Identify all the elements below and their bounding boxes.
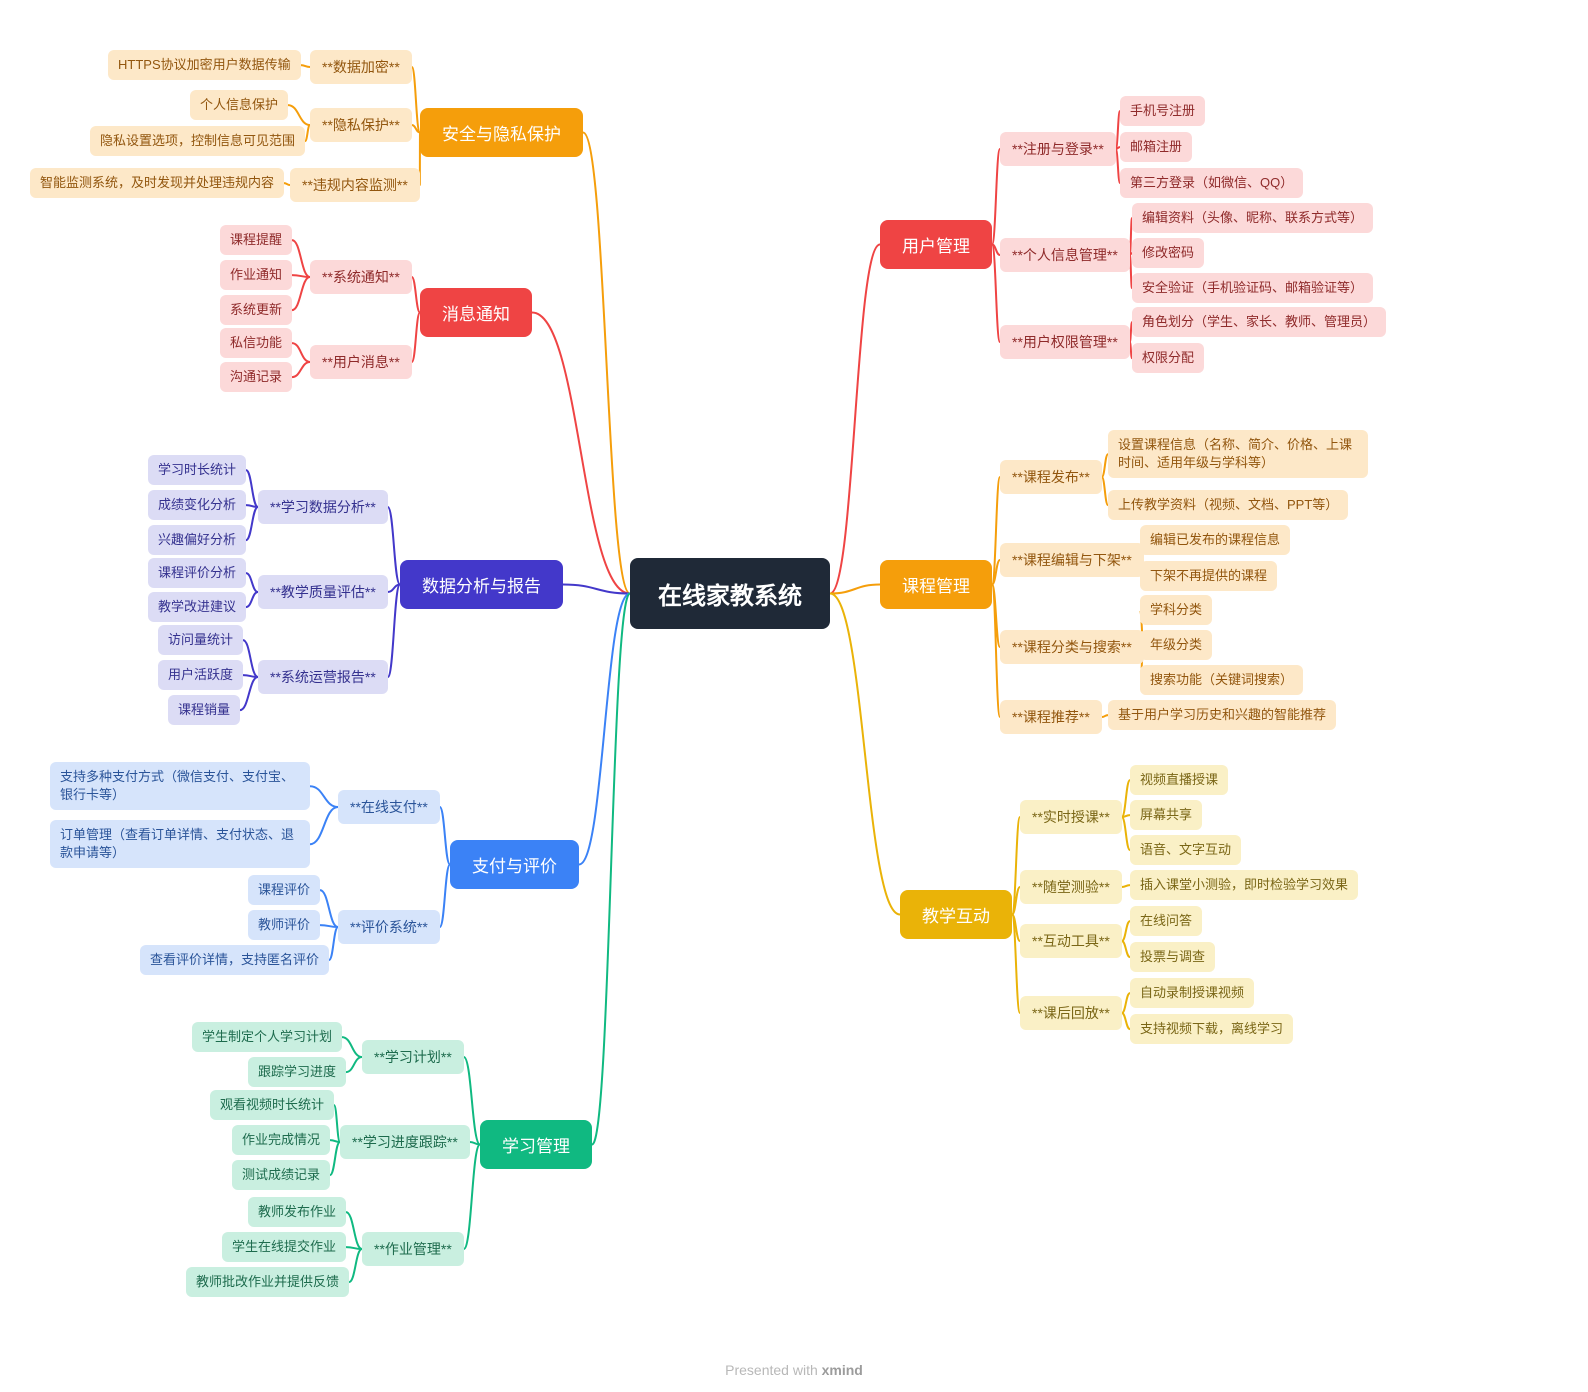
leaf-user-2-0: 角色划分（学生、家长、教师、管理员） bbox=[1132, 307, 1386, 337]
sub-teach-2: **互动工具** bbox=[1020, 924, 1122, 958]
leaf-learn-2-2: 教师批改作业并提供反馈 bbox=[186, 1267, 349, 1297]
sub-sec-1: **隐私保护** bbox=[310, 108, 412, 142]
leaf-teach-0-1: 屏幕共享 bbox=[1130, 800, 1202, 830]
sub-user-1: **个人信息管理** bbox=[1000, 238, 1130, 272]
sub-course-2: **课程分类与搜索** bbox=[1000, 630, 1144, 664]
branch-sec: 安全与隐私保护 bbox=[420, 108, 583, 157]
leaf-data-1-0: 课程评价分析 bbox=[148, 558, 246, 588]
sub-teach-1: **随堂测验** bbox=[1020, 870, 1122, 904]
leaf-course-2-2: 搜索功能（关键词搜索） bbox=[1140, 665, 1303, 695]
sub-course-0: **课程发布** bbox=[1000, 460, 1102, 494]
leaf-teach-3-0: 自动录制授课视频 bbox=[1130, 978, 1254, 1008]
sub-sec-0: **数据加密** bbox=[310, 50, 412, 84]
leaf-data-2-2: 课程销量 bbox=[168, 695, 240, 725]
sub-user-0: **注册与登录** bbox=[1000, 132, 1116, 166]
sub-msg-0: **系统通知** bbox=[310, 260, 412, 294]
leaf-msg-0-2: 系统更新 bbox=[220, 295, 292, 325]
leaf-course-1-1: 下架不再提供的课程 bbox=[1140, 561, 1277, 591]
leaf-course-0-1: 上传教学资料（视频、文档、PPT等） bbox=[1108, 490, 1348, 520]
leaf-learn-0-0: 学生制定个人学习计划 bbox=[192, 1022, 342, 1052]
sub-data-1: **教学质量评估** bbox=[258, 575, 388, 609]
leaf-learn-2-0: 教师发布作业 bbox=[248, 1197, 346, 1227]
leaf-data-2-1: 用户活跃度 bbox=[158, 660, 243, 690]
leaf-teach-0-2: 语音、文字互动 bbox=[1130, 835, 1241, 865]
sub-teach-0: **实时授课** bbox=[1020, 800, 1122, 834]
sub-learn-0: **学习计划** bbox=[362, 1040, 464, 1074]
leaf-teach-0-0: 视频直播授课 bbox=[1130, 765, 1228, 795]
leaf-course-0-0: 设置课程信息（名称、简介、价格、上课时间、适用年级与学科等） bbox=[1108, 430, 1368, 478]
leaf-learn-2-1: 学生在线提交作业 bbox=[222, 1232, 346, 1262]
leaf-teach-2-1: 投票与调查 bbox=[1130, 942, 1215, 972]
leaf-learn-1-0: 观看视频时长统计 bbox=[210, 1090, 334, 1120]
leaf-msg-0-1: 作业通知 bbox=[220, 260, 292, 290]
branch-pay: 支付与评价 bbox=[450, 840, 579, 889]
sub-data-0: **学习数据分析** bbox=[258, 490, 388, 524]
sub-pay-1: **评价系统** bbox=[338, 910, 440, 944]
leaf-sec-2-0: 智能监测系统，及时发现并处理违规内容 bbox=[30, 168, 284, 198]
leaf-msg-1-0: 私信功能 bbox=[220, 328, 292, 358]
leaf-user-1-0: 编辑资料（头像、昵称、联系方式等） bbox=[1132, 203, 1373, 233]
sub-course-3: **课程推荐** bbox=[1000, 700, 1102, 734]
leaf-data-0-2: 兴趣偏好分析 bbox=[148, 525, 246, 555]
sub-msg-1: **用户消息** bbox=[310, 345, 412, 379]
leaf-msg-1-1: 沟通记录 bbox=[220, 362, 292, 392]
leaf-pay-0-0: 支持多种支付方式（微信支付、支付宝、银行卡等） bbox=[50, 762, 310, 810]
leaf-pay-1-2: 查看评价详情，支持匿名评价 bbox=[140, 945, 329, 975]
leaf-teach-1-0: 插入课堂小测验，即时检验学习效果 bbox=[1130, 870, 1358, 900]
leaf-data-0-0: 学习时长统计 bbox=[148, 455, 246, 485]
sub-data-2: **系统运营报告** bbox=[258, 660, 388, 694]
leaf-course-2-1: 年级分类 bbox=[1140, 630, 1212, 660]
leaf-data-0-1: 成绩变化分析 bbox=[148, 490, 246, 520]
sub-course-1: **课程编辑与下架** bbox=[1000, 543, 1144, 577]
root-node: 在线家教系统 bbox=[630, 558, 830, 629]
leaf-user-0-0: 手机号注册 bbox=[1120, 96, 1205, 126]
leaf-teach-2-0: 在线问答 bbox=[1130, 906, 1202, 936]
leaf-learn-1-1: 作业完成情况 bbox=[232, 1125, 330, 1155]
leaf-sec-0-0: HTTPS协议加密用户数据传输 bbox=[108, 50, 301, 80]
leaf-learn-0-1: 跟踪学习进度 bbox=[248, 1057, 346, 1087]
leaf-pay-0-1: 订单管理（查看订单详情、支付状态、退款申请等） bbox=[50, 820, 310, 868]
footer-prefix: Presented with bbox=[725, 1362, 822, 1378]
leaf-course-2-0: 学科分类 bbox=[1140, 595, 1212, 625]
leaf-msg-0-0: 课程提醒 bbox=[220, 225, 292, 255]
sub-learn-1: **学习进度跟踪** bbox=[340, 1125, 470, 1159]
branch-data: 数据分析与报告 bbox=[400, 560, 563, 609]
leaf-course-1-0: 编辑已发布的课程信息 bbox=[1140, 525, 1290, 555]
branch-user: 用户管理 bbox=[880, 220, 992, 269]
sub-pay-0: **在线支付** bbox=[338, 790, 440, 824]
branch-course: 课程管理 bbox=[880, 560, 992, 609]
leaf-pay-1-0: 课程评价 bbox=[248, 875, 320, 905]
footer: Presented with xmind bbox=[725, 1362, 863, 1378]
leaf-sec-1-1: 隐私设置选项，控制信息可见范围 bbox=[90, 126, 305, 156]
branch-msg: 消息通知 bbox=[420, 288, 532, 337]
leaf-learn-1-2: 测试成绩记录 bbox=[232, 1160, 330, 1190]
leaf-sec-1-0: 个人信息保护 bbox=[190, 90, 288, 120]
leaf-user-1-2: 安全验证（手机验证码、邮箱验证等） bbox=[1132, 273, 1373, 303]
leaf-user-0-1: 邮箱注册 bbox=[1120, 132, 1192, 162]
leaf-user-1-1: 修改密码 bbox=[1132, 238, 1204, 268]
leaf-course-3-0: 基于用户学习历史和兴趣的智能推荐 bbox=[1108, 700, 1336, 730]
leaf-user-0-2: 第三方登录（如微信、QQ） bbox=[1120, 168, 1303, 198]
leaf-data-2-0: 访问量统计 bbox=[158, 625, 243, 655]
leaf-data-1-1: 教学改进建议 bbox=[148, 592, 246, 622]
footer-brand: xmind bbox=[822, 1362, 863, 1378]
branch-learn: 学习管理 bbox=[480, 1120, 592, 1169]
sub-sec-2: **违规内容监测** bbox=[290, 168, 420, 202]
branch-teach: 教学互动 bbox=[900, 890, 1012, 939]
sub-learn-2: **作业管理** bbox=[362, 1232, 464, 1266]
leaf-pay-1-1: 教师评价 bbox=[248, 910, 320, 940]
sub-user-2: **用户权限管理** bbox=[1000, 325, 1130, 359]
leaf-teach-3-1: 支持视频下载，离线学习 bbox=[1130, 1014, 1293, 1044]
leaf-user-2-1: 权限分配 bbox=[1132, 343, 1204, 373]
sub-teach-3: **课后回放** bbox=[1020, 996, 1122, 1030]
